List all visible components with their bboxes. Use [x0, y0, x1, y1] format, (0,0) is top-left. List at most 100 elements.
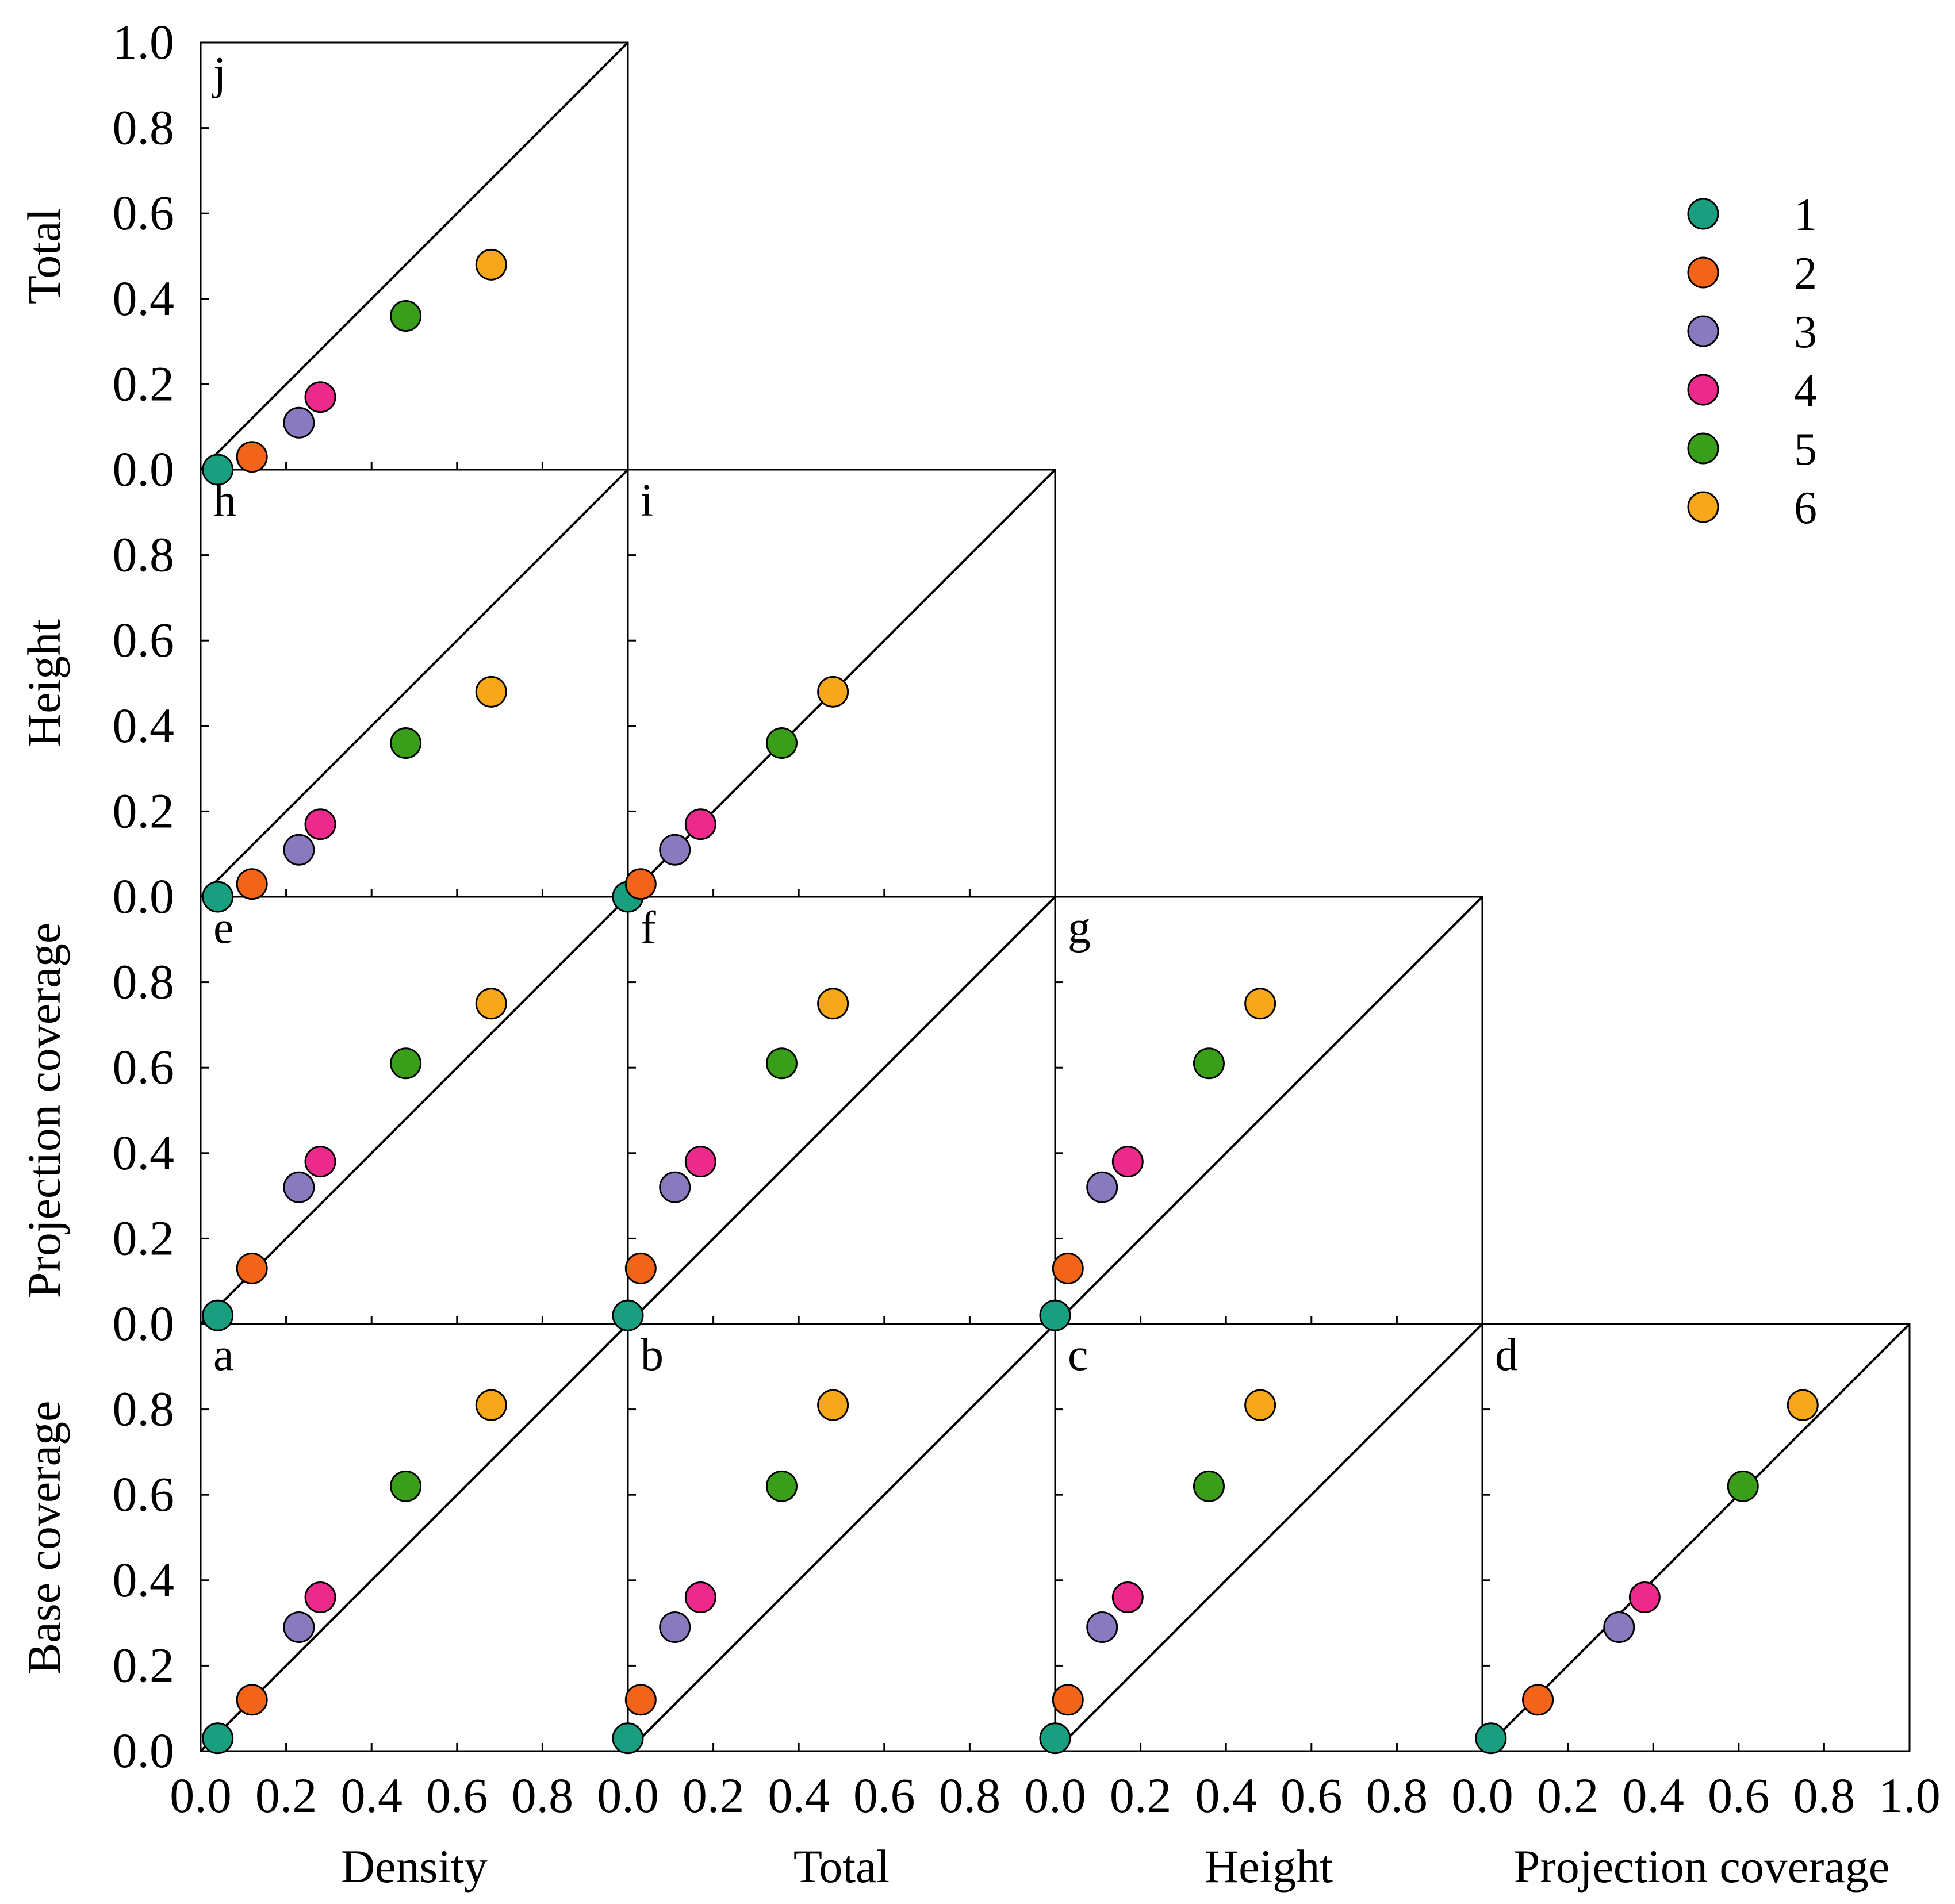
point-g-group-2: [1052, 1252, 1084, 1284]
point-f-group-2: [624, 1252, 657, 1284]
y-tick-label: 0.6: [113, 1467, 175, 1522]
point-a-group-4: [304, 1581, 336, 1614]
panel-letter-c: c: [1068, 1330, 1088, 1380]
tick-labels-layer: 0.0 0.2 0.4 0.6 0.8 0.0 0.2 0.4 0.6 0.8 0.0 0.2 0.4 0…: [113, 14, 1941, 1823]
legend-label: 6: [1794, 483, 1817, 533]
y-tick-label: 0.6: [113, 612, 175, 667]
point-a-group-2: [236, 1684, 268, 1716]
legend-marker: [1687, 315, 1719, 347]
reference-line-y-equals-x: [200, 1323, 629, 1752]
point-c-group-3: [1086, 1611, 1118, 1644]
point-e-group-6: [475, 988, 507, 1020]
x-tick-label: 0.8: [939, 1768, 1001, 1823]
point-c-group-1: [1039, 1722, 1071, 1755]
reference-line-y-equals-x: [1054, 896, 1483, 1325]
panel-letter-b: b: [641, 1330, 664, 1380]
x-tick-label: 0.8: [1366, 1768, 1428, 1823]
y-tick-label: 0.4: [113, 698, 175, 753]
point-c-group-5: [1193, 1470, 1225, 1502]
point-f-group-3: [659, 1171, 691, 1203]
panel-letter-a: a: [213, 1330, 234, 1380]
point-i-group-6: [817, 675, 849, 708]
legend-marker: [1687, 198, 1719, 230]
x-tick-label: 0.8: [512, 1768, 574, 1823]
x-tick-label: 0.6: [853, 1768, 915, 1823]
legend-label: 1: [1794, 190, 1817, 240]
y-tick-label: 0.8: [113, 100, 175, 155]
legend-marker: [1687, 374, 1719, 406]
panel-letter-g: g: [1068, 903, 1091, 953]
legend-entry-2: 2: [1687, 248, 1817, 299]
y-tick-label: 0.8: [113, 1381, 175, 1437]
panels-layer: a b c d e f g h i j: [200, 41, 1911, 1755]
point-j-group-4: [304, 381, 336, 413]
x-tick-label: 0.0: [597, 1768, 659, 1823]
reference-line-y-equals-x: [627, 896, 1056, 1325]
point-h-group-1: [202, 881, 234, 913]
y-tick-label: 0.4: [113, 1552, 175, 1607]
y-axis-title: Projection coverage: [18, 923, 70, 1298]
point-j-group-5: [390, 300, 422, 332]
point-a-group-1: [202, 1722, 234, 1755]
point-b-group-5: [765, 1470, 798, 1502]
axis-titles-layer: Density Total Height Projection coverage Bas…: [18, 208, 1889, 1893]
x-tick-label: 0.2: [1110, 1768, 1172, 1823]
point-g-group-1: [1039, 1299, 1071, 1331]
point-e-group-3: [283, 1171, 315, 1203]
x-axis-title: Density: [341, 1840, 488, 1893]
x-tick-label: 0.2: [683, 1768, 745, 1823]
legend-entry-6: 6: [1687, 483, 1817, 533]
x-tick-label: 0.8: [1793, 1768, 1856, 1823]
legend: 1 2 3 4 5 6: [1687, 190, 1817, 533]
point-j-group-1: [202, 454, 234, 486]
reference-line-y-equals-x: [200, 41, 629, 471]
panel-letter-d: d: [1495, 1330, 1518, 1380]
panel-a: a: [200, 1323, 629, 1755]
point-g-group-6: [1244, 988, 1276, 1020]
panel-frame: [1054, 896, 1483, 1325]
point-j-group-2: [236, 441, 268, 473]
point-f-group-4: [684, 1146, 716, 1178]
reference-line-y-equals-x: [1054, 1323, 1483, 1752]
point-d-group-2: [1522, 1684, 1554, 1716]
y-axis-title: Total: [18, 208, 70, 304]
point-h-group-3: [283, 834, 315, 866]
legend-label: 2: [1794, 248, 1817, 299]
legend-label: 5: [1794, 424, 1817, 475]
point-a-group-5: [390, 1470, 422, 1502]
point-g-group-3: [1086, 1171, 1118, 1203]
y-tick-label: 0.8: [113, 954, 175, 1009]
y-tick-label: 0.0: [113, 1296, 175, 1351]
point-i-group-3: [659, 834, 691, 866]
y-tick-label: 0.6: [113, 1039, 175, 1095]
point-g-group-5: [1193, 1047, 1225, 1080]
panel-g: g: [1039, 896, 1483, 1331]
x-tick-label: 0.2: [255, 1768, 317, 1823]
y-tick-label: 0.4: [113, 1125, 175, 1180]
y-tick-label: 0.0: [113, 442, 175, 497]
point-d-group-4: [1628, 1581, 1661, 1614]
point-h-group-4: [304, 808, 336, 840]
point-i-group-5: [765, 727, 798, 759]
legend-label: 4: [1794, 366, 1817, 416]
point-d-group-1: [1475, 1722, 1507, 1755]
legend-marker: [1687, 256, 1719, 289]
panel-frame: [1481, 1323, 1911, 1752]
x-tick-label: 1.0: [1879, 1768, 1941, 1823]
point-b-group-1: [612, 1722, 644, 1755]
y-tick-label: 0.6: [113, 185, 175, 240]
y-tick-label: 0.0: [113, 1723, 175, 1778]
point-i-group-2: [624, 868, 657, 900]
point-h-group-5: [390, 727, 422, 759]
x-axis-title: Projection coverage: [1514, 1840, 1889, 1893]
panel-letter-i: i: [641, 475, 653, 526]
y-tick-label: 0.8: [113, 527, 175, 582]
y-axis-title: Base coverage: [18, 1401, 70, 1675]
point-j-group-3: [283, 406, 315, 439]
reference-line-y-equals-x: [200, 469, 629, 898]
panel-frame: [200, 41, 629, 471]
y-axis-title: Height: [18, 619, 70, 747]
y-tick-label: 0.4: [113, 271, 175, 326]
point-c-group-4: [1111, 1581, 1144, 1614]
